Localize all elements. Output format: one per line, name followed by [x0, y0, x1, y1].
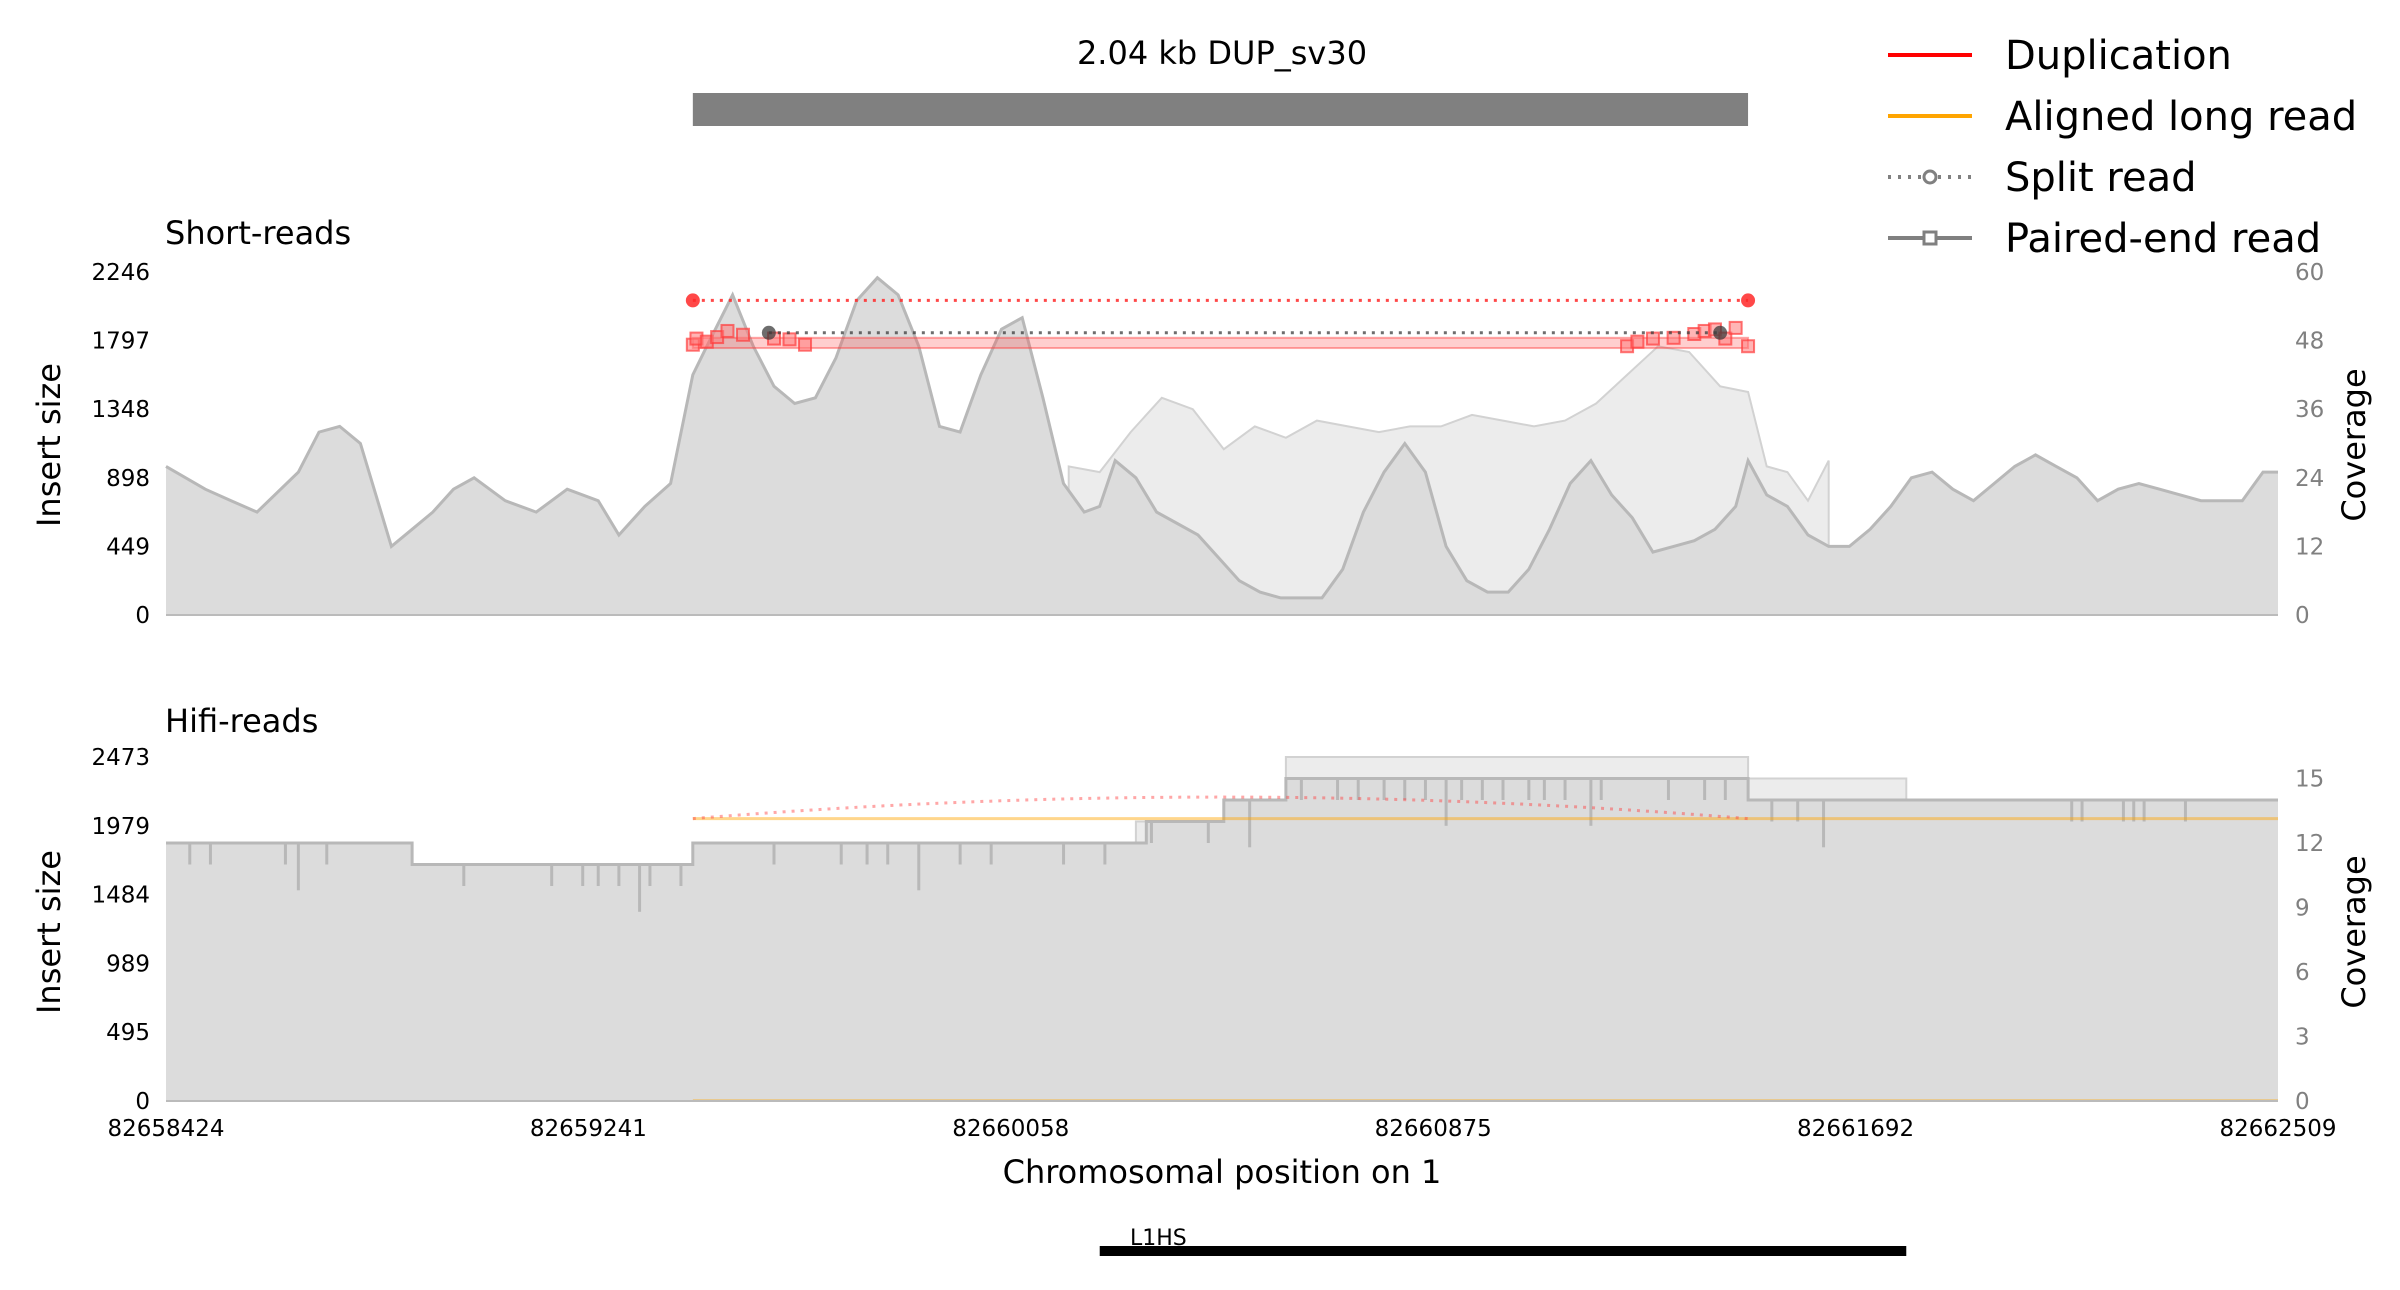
y-tick-left: 0 — [135, 1089, 150, 1115]
paired-end-band — [691, 336, 1750, 350]
reads-short-reads — [685, 293, 1756, 354]
panel-title-short-reads: Short-reads — [165, 214, 351, 252]
paired-end-marker — [782, 332, 797, 347]
y-tick-left: 2473 — [91, 745, 150, 771]
y-tick-right: 12 — [2295, 831, 2324, 857]
coverage-fill — [166, 778, 2278, 1101]
y-tick-right: 3 — [2295, 1025, 2310, 1051]
sv-region-bar — [692, 93, 1749, 126]
x-tick-label: 82661692 — [1797, 1116, 1914, 1142]
x-tick-label: 82662509 — [2219, 1116, 2336, 1142]
coverage-area-short-reads — [165, 275, 2278, 616]
paired-end-marker — [1630, 334, 1645, 349]
paired-end-marker — [720, 323, 735, 338]
x-axis-label: Chromosomal position on 1 — [1003, 1153, 1442, 1191]
legend-swatch-square — [1922, 230, 1938, 246]
coverage-fill — [166, 277, 2278, 615]
legend-swatch-circle — [1922, 169, 1938, 185]
y-tick-left: 1348 — [91, 397, 150, 423]
axes-short-reads: 0 449 898 1348 1797 2246 0 12 24 36 48 60 — [91, 260, 2324, 629]
y-tick-right: 15 — [2295, 767, 2324, 793]
legend-label: Duplication — [2005, 33, 2232, 79]
y-tick-right: 24 — [2295, 466, 2324, 492]
y-tick-right: 48 — [2295, 329, 2324, 355]
y-tick-right: 60 — [2295, 260, 2324, 286]
y-tick-left: 1484 — [91, 883, 150, 909]
x-tick-label: 82660058 — [952, 1116, 1069, 1142]
panel-hifi-reads: Hifi-reads 0 495 989 1484 1979 2473 0 3 6 9 12 15 I… — [30, 702, 2373, 1115]
y-axis-label-right-short-reads: Coverage — [2335, 368, 2373, 521]
split-read-end — [1741, 293, 1756, 308]
paired-end-marker — [1741, 339, 1756, 354]
legend-label: Split read — [2005, 155, 2196, 201]
annotation-bar-l1hs — [1099, 1246, 1907, 1256]
coverage-outline — [165, 275, 2278, 600]
paired-end-marker — [798, 337, 813, 352]
y-tick-right: 36 — [2295, 397, 2324, 423]
x-tick-label: 82659241 — [530, 1116, 647, 1142]
paired-end-marker — [1645, 331, 1660, 346]
y-tick-right: 6 — [2295, 960, 2310, 986]
y-tick-left: 1797 — [91, 329, 150, 355]
y-axis-label-left-short-reads: Insert size — [30, 363, 68, 527]
y-tick-left: 0 — [135, 603, 150, 629]
legend: Duplication Aligned long read Split read Pa… — [1888, 33, 2357, 262]
split-read-end — [761, 325, 776, 340]
y-tick-left: 495 — [106, 1020, 150, 1046]
coverage-area-hifi-reads — [166, 756, 2278, 1102]
paired-end-marker — [735, 327, 750, 342]
y-tick-left: 2246 — [91, 260, 150, 286]
split-read-end — [685, 293, 700, 308]
y-tick-left: 1979 — [91, 814, 150, 840]
y-tick-right: 0 — [2295, 603, 2310, 629]
y-tick-right: 12 — [2295, 534, 2324, 560]
y-axis-label-right-hifi-reads: Coverage — [2335, 855, 2373, 1008]
axes-hifi-reads: 0 495 989 1484 1979 2473 0 3 6 9 12 15 — [91, 745, 2324, 1115]
y-tick-right: 0 — [2295, 1089, 2310, 1115]
y-tick-left: 898 — [106, 466, 150, 492]
split-read-arc — [692, 795, 1749, 821]
y-tick-left: 989 — [106, 951, 150, 977]
y-tick-left: 449 — [106, 534, 150, 560]
panel-title-hifi-reads: Hifi-reads — [165, 702, 318, 740]
panel-short-reads: Short-reads 0 449 898 1348 1797 2246 0 12 24 36 48… — [30, 214, 2373, 629]
x-tick-label: 82660875 — [1375, 1116, 1492, 1142]
paired-end-marker — [1666, 330, 1681, 345]
legend-label: Aligned long read — [2005, 94, 2357, 140]
paired-end-marker — [1728, 320, 1743, 335]
x-axis: 82658424 82659241 82660058 82660875 82661692… — [107, 1116, 2336, 1142]
y-tick-right: 9 — [2295, 896, 2310, 922]
split-read-end — [1713, 325, 1728, 340]
x-tick-label: 82658424 — [107, 1116, 224, 1142]
annotation-track: L1HS — [1099, 1226, 1907, 1256]
coverage-outline — [166, 777, 2278, 866]
chart-title: 2.04 kb DUP_sv30 — [1077, 34, 1367, 72]
y-axis-label-left-hifi-reads: Insert size — [30, 850, 68, 1014]
legend-label: Paired-end read — [2005, 216, 2321, 262]
